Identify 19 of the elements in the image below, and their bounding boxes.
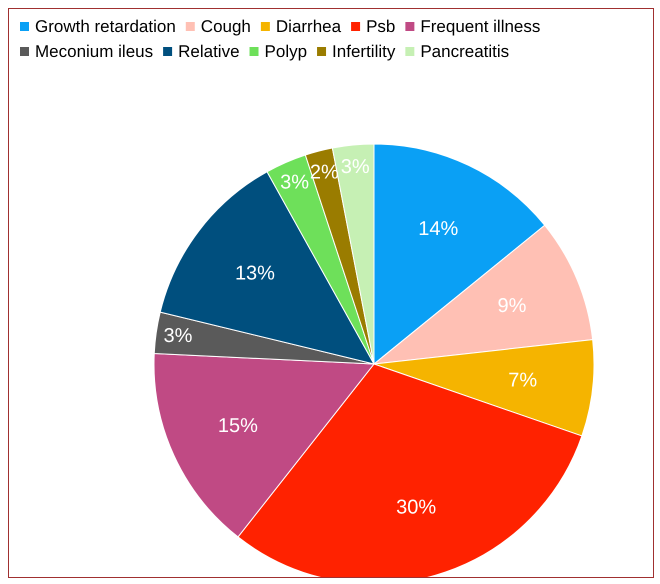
- data-label: 3%: [164, 324, 193, 347]
- legend-label: Meconium ileus: [35, 42, 154, 61]
- legend-label: Relative: [178, 42, 240, 61]
- legend-label: Psb: [366, 17, 396, 36]
- legend-label: Infertility: [332, 42, 396, 61]
- data-label: 30%: [396, 496, 436, 519]
- data-label: 3%: [280, 172, 310, 194]
- data-label: 15%: [218, 415, 258, 438]
- legend-label: Pancreatitis: [420, 42, 510, 61]
- legend-label: Growth retardation: [35, 17, 176, 36]
- data-label: 7%: [508, 370, 538, 392]
- data-label: 3%: [340, 156, 370, 178]
- legend-label: Diarrhea: [276, 17, 342, 36]
- data-label: 14%: [418, 218, 459, 240]
- data-label: 13%: [234, 262, 276, 284]
- legend-label: Frequent illness: [420, 17, 540, 36]
- legend-label: Polyp: [264, 42, 308, 61]
- data-label: 9%: [498, 295, 527, 318]
- legend-label: Cough: [200, 17, 251, 36]
